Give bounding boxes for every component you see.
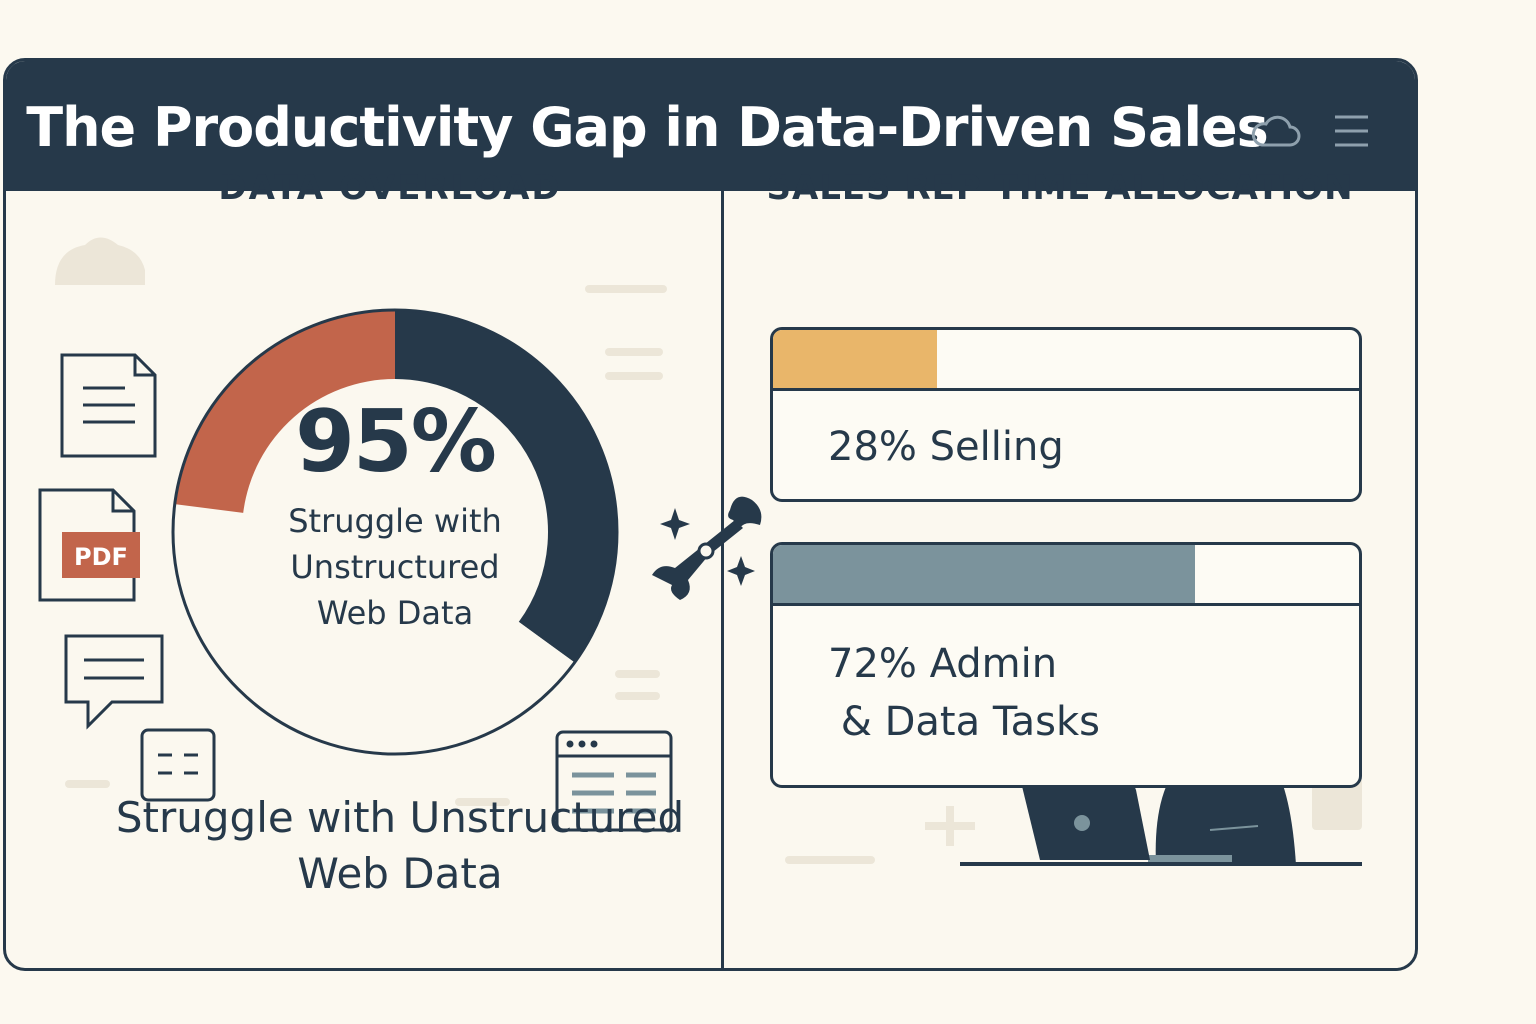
chat-icon — [64, 634, 164, 730]
bottom-caption-line: Web Data — [297, 849, 503, 898]
donut-center-label-line: Web Data — [316, 594, 474, 632]
selling-bar-fill — [773, 330, 938, 388]
admin-bar-fill — [773, 545, 1195, 603]
pdf-label: PDF — [74, 543, 128, 571]
selling-bar-card: 28% Selling — [770, 327, 1362, 502]
time-allocation-heading: SALES REP TIME ALLOCATION — [766, 168, 1354, 208]
donut-outline — [171, 308, 619, 756]
data-overload-heading: DATA OVERLOAD — [218, 168, 562, 208]
donut-chart — [171, 308, 619, 756]
admin-bar-track — [773, 545, 1359, 606]
header-bar: The Productivity Gap in Data-Driven Sale… — [6, 61, 1415, 191]
selling-bar-label: 28% Selling — [828, 424, 1064, 470]
bottom-caption-line: Struggle with Unstructured — [115, 793, 685, 842]
donut-segment-1 — [173, 504, 575, 754]
cloud-icon[interactable] — [1250, 111, 1302, 151]
donut-center-label: Struggle with Unstructured Web Data — [260, 498, 530, 636]
panel-divider — [721, 191, 724, 968]
grid-icon — [140, 728, 216, 802]
browser-table-icon — [555, 730, 673, 832]
sparkle-icon — [660, 508, 755, 586]
admin-bar-label-line: 72% Admin — [828, 641, 1058, 687]
bottom-caption: Struggle with Unstructured Web Data — [100, 790, 700, 902]
tools-icon — [652, 496, 762, 600]
donut-center-value: 95% — [295, 392, 497, 492]
page-title: The Productivity Gap in Data-Driven Sale… — [26, 96, 1269, 159]
pdf-icon: PDF — [38, 488, 140, 602]
donut-segment-2 — [174, 310, 395, 513]
admin-bar-card: 72% Admin & Data Tasks — [770, 542, 1362, 788]
menu-icon[interactable] — [1332, 113, 1372, 153]
donut-segment-0 — [395, 310, 618, 663]
donut-center-label-line: Struggle with — [288, 502, 502, 540]
selling-bar-track — [773, 330, 1359, 391]
donut-center-label-line: Unstructured — [290, 548, 500, 586]
document-icon — [60, 353, 157, 458]
admin-bar-label-line: & Data Tasks — [828, 699, 1101, 745]
